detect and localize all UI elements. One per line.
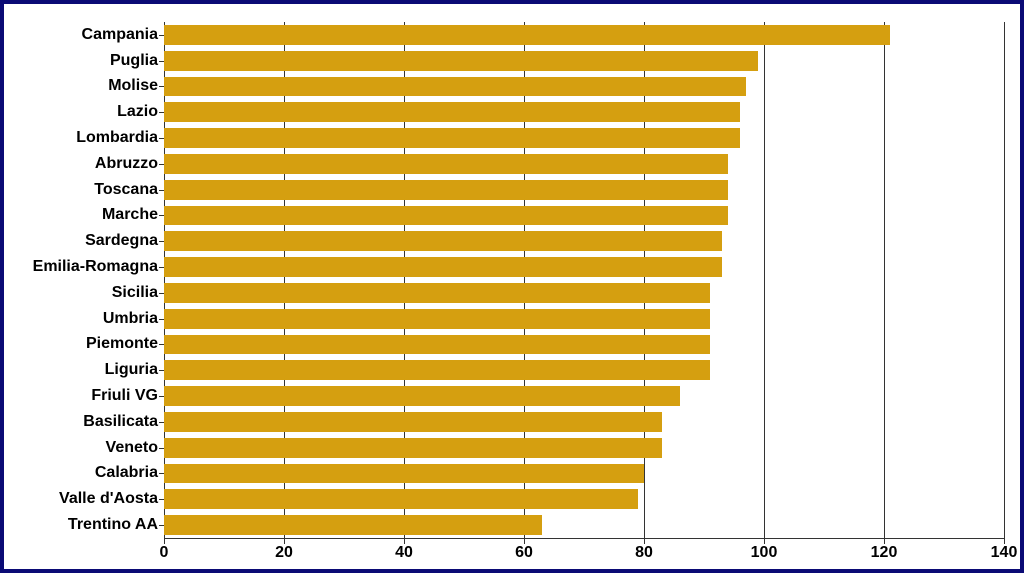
bar-row: Abruzzo	[164, 151, 1004, 177]
bar	[164, 154, 728, 174]
bar-row: Sicilia	[164, 280, 1004, 306]
category-label: Abruzzo	[14, 155, 158, 173]
vertical-gridline	[1004, 22, 1005, 544]
category-label: Veneto	[14, 439, 158, 457]
bar	[164, 102, 740, 122]
bars-container: CampaniaPugliaMoliseLazioLombardiaAbruzz…	[164, 22, 1004, 538]
bar	[164, 309, 710, 329]
bar-row: Lombardia	[164, 125, 1004, 151]
category-label: Puglia	[14, 52, 158, 70]
bar	[164, 412, 662, 432]
x-tick-label: 0	[160, 544, 169, 562]
bar	[164, 231, 722, 251]
category-label: Basilicata	[14, 413, 158, 431]
bar	[164, 77, 746, 97]
category-label: Valle d'Aosta	[14, 490, 158, 508]
bar-row: Veneto	[164, 435, 1004, 461]
bar	[164, 464, 644, 484]
category-label: Umbria	[14, 310, 158, 328]
bar-row: Trentino AA	[164, 512, 1004, 538]
bar	[164, 335, 710, 355]
category-label: Lombardia	[14, 129, 158, 147]
bar	[164, 360, 710, 380]
x-tick-label: 120	[871, 544, 898, 562]
bar	[164, 257, 722, 277]
x-axis-line	[164, 538, 1004, 539]
category-label: Lazio	[14, 103, 158, 121]
category-label: Liguria	[14, 361, 158, 379]
chart-frame: CampaniaPugliaMoliseLazioLombardiaAbruzz…	[0, 0, 1024, 573]
bar	[164, 206, 728, 226]
bar	[164, 515, 542, 535]
bar	[164, 283, 710, 303]
bar-row: Friuli VG	[164, 383, 1004, 409]
bar	[164, 128, 740, 148]
bar-row: Sardegna	[164, 228, 1004, 254]
x-tick-label: 140	[991, 544, 1018, 562]
x-tick-labels: 020406080100120140	[164, 544, 1004, 564]
horizontal-bar-chart: CampaniaPugliaMoliseLazioLombardiaAbruzz…	[14, 14, 1018, 567]
bar-row: Umbria	[164, 306, 1004, 332]
bar-row: Toscana	[164, 177, 1004, 203]
bar	[164, 180, 728, 200]
bar-row: Piemonte	[164, 332, 1004, 358]
category-label: Sardegna	[14, 232, 158, 250]
x-tick-label: 80	[635, 544, 653, 562]
category-label: Emilia-Romagna	[14, 258, 158, 276]
x-tick-label: 40	[395, 544, 413, 562]
bar-row: Calabria	[164, 461, 1004, 487]
bar	[164, 386, 680, 406]
x-tick-label: 100	[751, 544, 778, 562]
bar-row: Lazio	[164, 99, 1004, 125]
category-label: Marche	[14, 206, 158, 224]
bar-row: Basilicata	[164, 409, 1004, 435]
x-tick-label: 20	[275, 544, 293, 562]
category-label: Calabria	[14, 464, 158, 482]
category-label: Sicilia	[14, 284, 158, 302]
bar	[164, 51, 758, 71]
x-tick-label: 60	[515, 544, 533, 562]
category-label: Molise	[14, 77, 158, 95]
category-label: Campania	[14, 26, 158, 44]
bar-row: Molise	[164, 74, 1004, 100]
bar-row: Valle d'Aosta	[164, 486, 1004, 512]
bar-row: Marche	[164, 203, 1004, 229]
bar	[164, 438, 662, 458]
bar-row: Campania	[164, 22, 1004, 48]
bar-row: Liguria	[164, 357, 1004, 383]
category-label: Piemonte	[14, 335, 158, 353]
bar	[164, 489, 638, 509]
bar	[164, 25, 890, 45]
category-label: Trentino AA	[14, 516, 158, 534]
category-label: Friuli VG	[14, 387, 158, 405]
bar-row: Puglia	[164, 48, 1004, 74]
bar-row: Emilia-Romagna	[164, 254, 1004, 280]
category-label: Toscana	[14, 181, 158, 199]
